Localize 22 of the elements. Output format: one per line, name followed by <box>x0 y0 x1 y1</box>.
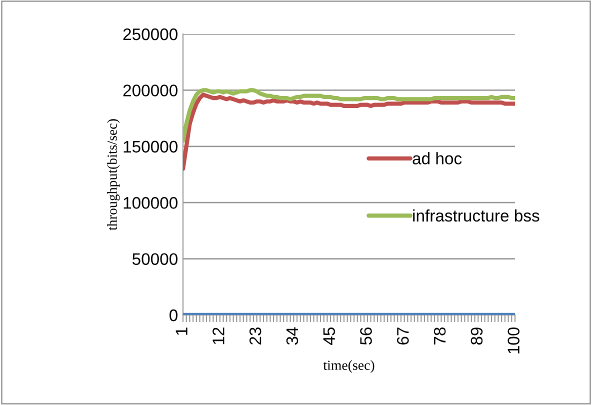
x-tick-label: 100 <box>508 327 520 354</box>
x-tick-label: 67 <box>397 328 409 344</box>
line-series <box>183 88 515 143</box>
x-axis-title: time(sec) <box>323 360 374 373</box>
x-tick-label: 12 <box>212 328 224 344</box>
x-tick-label: 78 <box>434 328 446 344</box>
line-series <box>183 92 515 171</box>
x-tick-label: 89 <box>470 328 483 345</box>
x-tick-label: 45 <box>323 328 336 345</box>
x-tick-label: 34 <box>286 327 298 345</box>
x-tick-label: 56 <box>360 328 372 345</box>
y-axis-title: throughput(bits/sec) <box>107 119 120 230</box>
x-tick-label: 1 <box>176 328 188 335</box>
y-tick-label: 100000 <box>124 197 178 209</box>
legend-label: infrastructure bss <box>413 209 540 222</box>
y-tick-label: 0 <box>170 309 178 322</box>
y-tick-label: 200000 <box>123 84 178 96</box>
y-tick-label: 250000 <box>123 28 178 40</box>
x-tick-label: 23 <box>249 328 262 345</box>
legend-label: ad hoc <box>412 152 462 164</box>
y-tick-label: 50000 <box>132 253 178 266</box>
y-tick-label: 150000 <box>124 140 178 153</box>
